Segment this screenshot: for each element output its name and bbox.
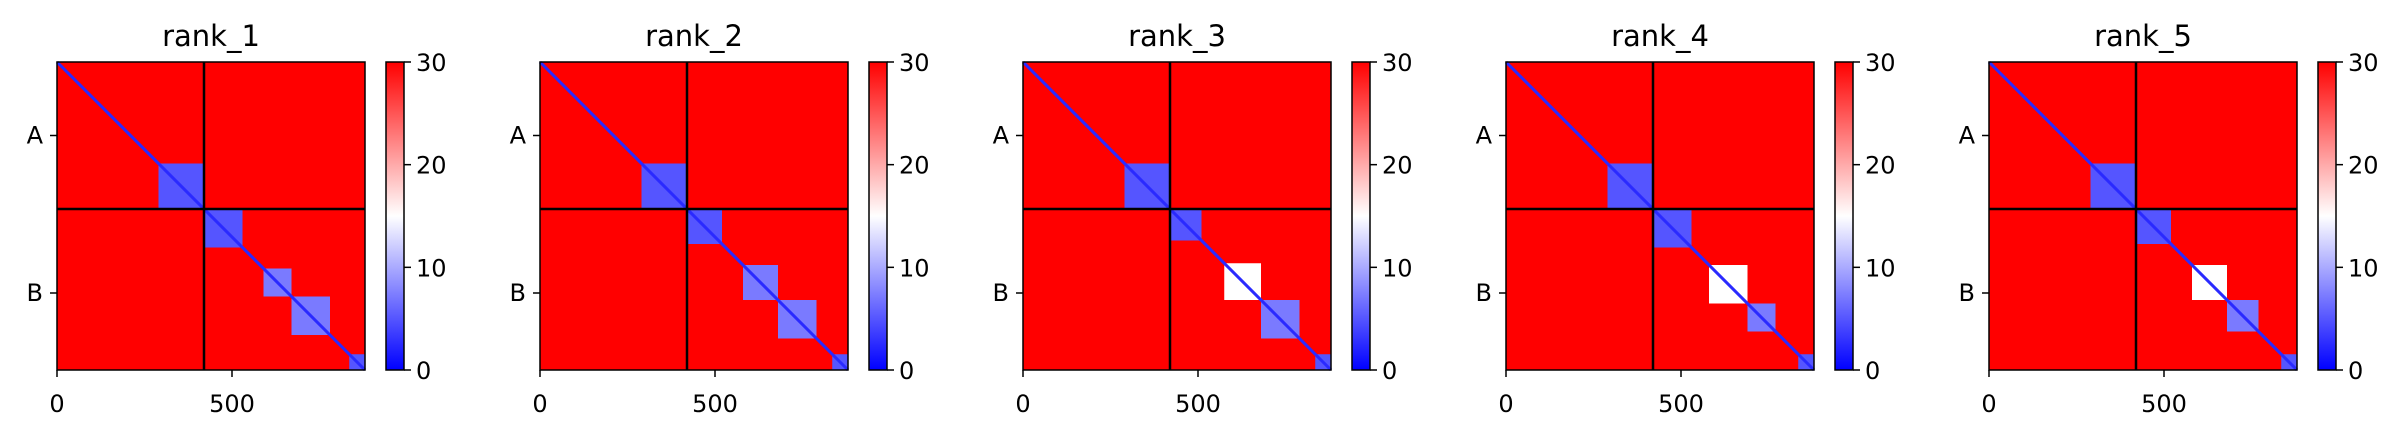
y-tick-label: A	[1476, 122, 1493, 150]
x-tick-label: 500	[209, 390, 255, 418]
heatmap-frame	[56, 61, 366, 371]
y-tick-label: B	[1959, 279, 1975, 307]
colorbar-tick-label: 0	[899, 357, 914, 385]
y-tick-label: A	[510, 122, 527, 150]
colorbar-tick-label: 0	[1382, 357, 1397, 385]
colorbar-tick-label: 20	[899, 152, 930, 180]
x-tick-label: 500	[1175, 390, 1221, 418]
x-tick-label: 0	[532, 390, 547, 418]
heatmap-diagonal	[1021, 60, 1333, 372]
colorbar-tick-label: 0	[1865, 357, 1880, 385]
panel-rank_1: rank_1 0 500 A B 0 10 20 30	[27, 19, 447, 418]
colorbar-tick-label: 30	[899, 49, 930, 77]
y-tick-label: B	[510, 279, 526, 307]
panel-rank_3: rank_3 0 500 A B 0 10 20 30	[993, 19, 1413, 418]
panel-title: rank_5	[2094, 19, 2192, 53]
y-tick-label: A	[1959, 122, 1976, 150]
heatmap-diagonal	[1987, 60, 2299, 372]
x-tick-label: 0	[1498, 390, 1513, 418]
panel-rank_5: rank_5 0 500 A B 0 10 20 30	[1959, 19, 2379, 418]
x-tick-label: 500	[692, 390, 738, 418]
panel-rank_2: rank_2 0 500 A B 0 10 20 30	[510, 19, 930, 418]
colorbar	[385, 61, 405, 371]
colorbar-tick-label: 10	[416, 254, 447, 282]
y-tick-label: B	[993, 279, 1009, 307]
colorbar-tick-label: 10	[899, 254, 930, 282]
colorbar-tick-label: 0	[2348, 357, 2363, 385]
panel-rank_4: rank_4 0 500 A B 0 10 20 30	[1476, 19, 1896, 418]
panel-title: rank_2	[645, 19, 743, 53]
panel-title: rank_3	[1128, 19, 1226, 53]
heatmap-frame	[539, 61, 849, 371]
colorbar	[868, 61, 888, 371]
y-tick-label: A	[27, 122, 44, 150]
panel-title: rank_4	[1611, 19, 1709, 53]
heatmap-frame	[1505, 61, 1815, 371]
y-tick-label: A	[993, 122, 1010, 150]
x-tick-label: 500	[1658, 390, 1704, 418]
heatmap-frame	[1988, 61, 2298, 371]
y-tick-label: B	[1476, 279, 1492, 307]
heatmap-diagonal	[1504, 60, 1816, 372]
y-tick-label: B	[27, 279, 43, 307]
colorbar-tick-label: 10	[2348, 254, 2379, 282]
colorbar-tick-label: 30	[2348, 49, 2379, 77]
colorbar	[2317, 61, 2337, 371]
x-tick-label: 0	[49, 390, 64, 418]
colorbar-tick-label: 20	[1382, 152, 1413, 180]
x-tick-label: 0	[1981, 390, 1996, 418]
colorbar-tick-label: 10	[1865, 254, 1896, 282]
colorbar-tick-label: 30	[416, 49, 447, 77]
colorbar-tick-label: 0	[416, 357, 431, 385]
panel-title: rank_1	[162, 19, 260, 53]
colorbar-tick-label: 30	[1382, 49, 1413, 77]
x-tick-label: 0	[1015, 390, 1030, 418]
heatmap-frame	[1022, 61, 1332, 371]
colorbar-tick-label: 20	[1865, 152, 1896, 180]
colorbar-tick-label: 20	[2348, 152, 2379, 180]
colorbar	[1834, 61, 1854, 371]
heatmap-diagonal	[55, 60, 367, 372]
colorbar-tick-label: 20	[416, 152, 447, 180]
colorbar-tick-label: 10	[1382, 254, 1413, 282]
colorbar-tick-label: 30	[1865, 49, 1896, 77]
x-tick-label: 500	[2141, 390, 2187, 418]
colorbar	[1351, 61, 1371, 371]
heatmap-diagonal	[538, 60, 850, 372]
